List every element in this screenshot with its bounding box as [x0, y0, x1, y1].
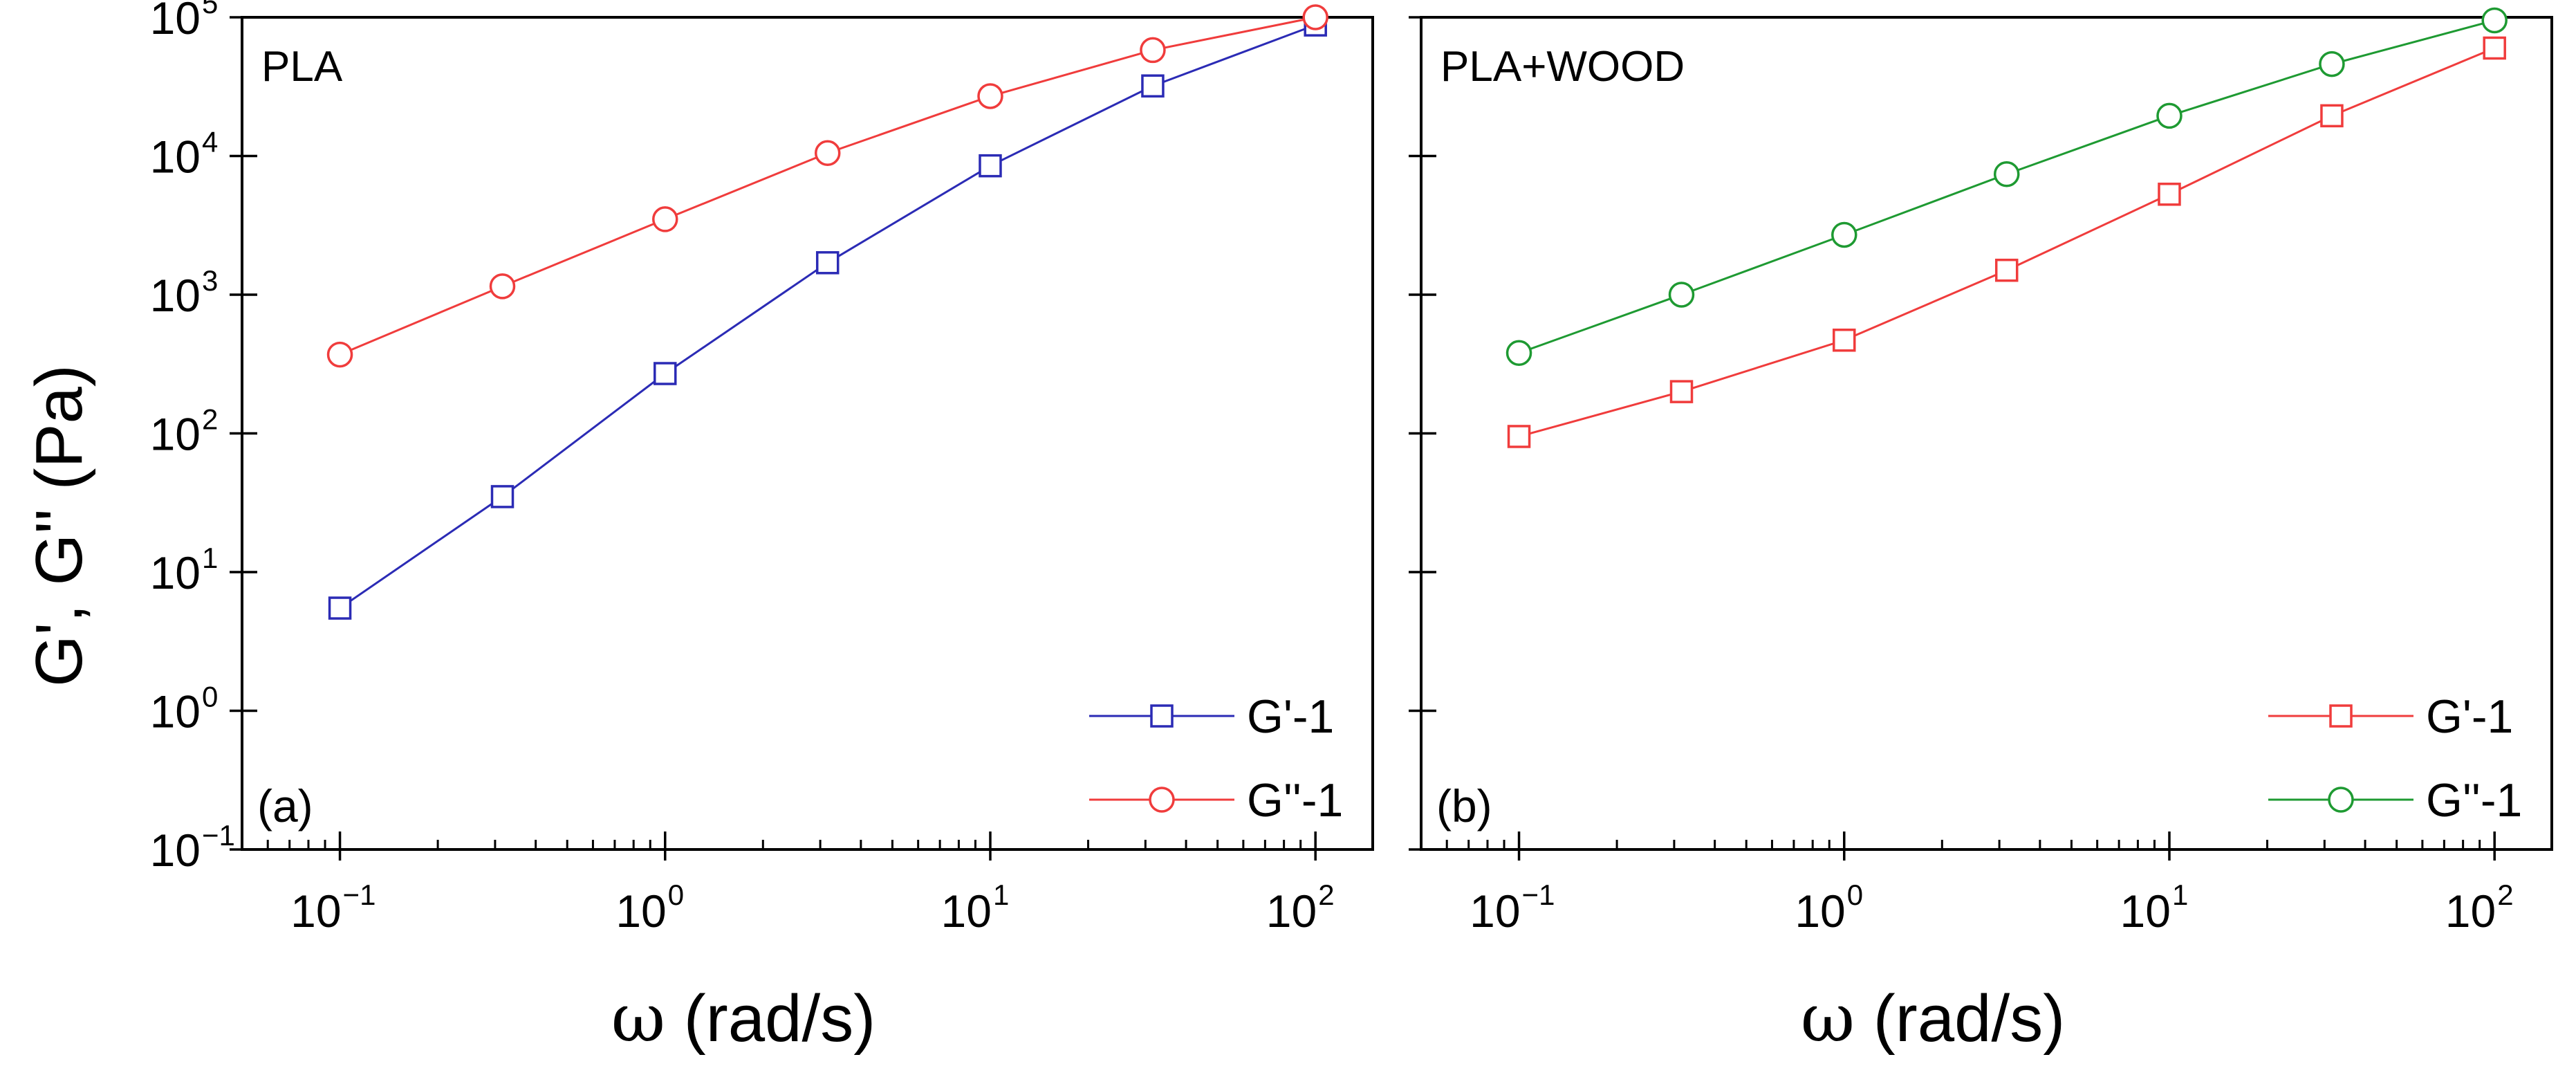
series-line: [339, 16, 1316, 356]
data-point: [654, 362, 677, 385]
x-axis-omega-a: ω: [611, 980, 665, 1057]
y-tick-exponent: 1: [202, 542, 218, 574]
data-point: [1140, 37, 1166, 64]
data-point: [2320, 104, 2344, 128]
legend-marker: [1149, 787, 1175, 813]
series-red: [1507, 36, 2506, 448]
data-point: [1141, 74, 1165, 98]
data-point: [1669, 380, 1694, 403]
data-point: [977, 83, 1003, 109]
panel-title: PLA+WOOD: [1440, 43, 1685, 91]
x-tick-label: 10: [1470, 885, 1520, 937]
plot-frame: [241, 16, 1374, 851]
legend-label: G''-1: [1247, 774, 1343, 827]
panel-title: PLA: [261, 43, 343, 91]
data-point: [489, 273, 516, 300]
x-tick-label: 10: [2120, 885, 2171, 937]
y-tick-label: 10: [150, 131, 201, 183]
x-tick-label: 10: [1795, 885, 1845, 937]
data-point: [1668, 282, 1695, 308]
legend-marker: [2328, 787, 2354, 813]
series-line: [339, 24, 1316, 609]
y-tick-label: 10: [150, 270, 201, 321]
x-tick-label: 10: [290, 885, 341, 937]
x-tick-exponent: 2: [2497, 879, 2513, 911]
x-axis-omega-b: ω: [1801, 980, 1855, 1057]
panel-tag: (a): [257, 780, 313, 831]
data-point: [652, 206, 678, 232]
x-tick-exponent: 0: [668, 879, 684, 911]
data-point: [1833, 328, 1856, 352]
x-tick-label: 10: [615, 885, 666, 937]
y-tick-label: 10: [150, 825, 201, 876]
x-tick-label: 10: [2445, 885, 2496, 937]
y-tick-label: 10: [150, 547, 201, 598]
series-line: [1519, 47, 2495, 438]
x-axis-unit-b: (rad/s): [1855, 982, 2065, 1056]
y-tick-label: 10: [150, 0, 201, 44]
data-point: [815, 251, 840, 275]
x-tick-exponent: −1: [1522, 879, 1555, 911]
series-green: [1505, 7, 2508, 367]
legend-label: G'-1: [1247, 690, 1334, 743]
data-point: [979, 154, 1002, 178]
plot-frame: [1420, 16, 2553, 851]
x-axis-title-b: ω (rad/s): [1801, 980, 2065, 1057]
legend-label: G''-1: [2426, 774, 2522, 827]
y-tick-exponent: −1: [202, 819, 235, 852]
x-axis-title-a: ω (rad/s): [611, 980, 875, 1057]
x-tick-exponent: 0: [1847, 879, 1863, 911]
x-tick-exponent: 1: [993, 879, 1009, 911]
data-point: [2483, 36, 2506, 60]
data-point: [1507, 425, 1531, 448]
data-point: [326, 341, 353, 368]
data-point: [2156, 102, 2183, 129]
data-point: [1993, 160, 2020, 187]
x-tick-exponent: 1: [2172, 879, 2188, 911]
x-axis-unit-a: (rad/s): [665, 982, 875, 1056]
data-point: [1831, 221, 1857, 248]
y-tick-label: 10: [150, 409, 201, 460]
x-tick-label: 10: [941, 885, 992, 937]
y-tick-exponent: 4: [202, 126, 218, 158]
legend-label: G'-1: [2426, 690, 2513, 743]
legend-marker: [2329, 704, 2353, 728]
x-tick-exponent: −1: [343, 879, 376, 911]
x-tick-label: 10: [1266, 885, 1317, 937]
data-point: [2319, 50, 2345, 77]
panel-tag: (b): [1436, 780, 1492, 831]
data-point: [814, 140, 841, 167]
y-axis-title: G', G'' (Pa): [22, 365, 96, 687]
data-point: [1505, 340, 1532, 367]
legend-marker: [1150, 704, 1174, 728]
data-point: [328, 596, 352, 620]
data-point: [1994, 258, 2019, 282]
y-tick-exponent: 2: [202, 403, 218, 436]
y-tick-exponent: 0: [202, 681, 218, 713]
panel-a: 10 −110 010 110 210 310 410 510 −1 10 0 10 1 10 2PLA(a…: [150, 0, 1374, 937]
series-red: [326, 4, 1328, 368]
data-point: [490, 485, 515, 508]
series-blue: [328, 13, 1327, 620]
x-tick-exponent: 2: [1318, 879, 1334, 911]
data-point: [1302, 4, 1328, 30]
y-tick-label: 10: [150, 686, 201, 737]
data-point: [2158, 183, 2181, 206]
y-tick-exponent: 5: [202, 0, 218, 19]
y-tick-exponent: 3: [202, 264, 218, 297]
data-point: [2481, 7, 2508, 34]
